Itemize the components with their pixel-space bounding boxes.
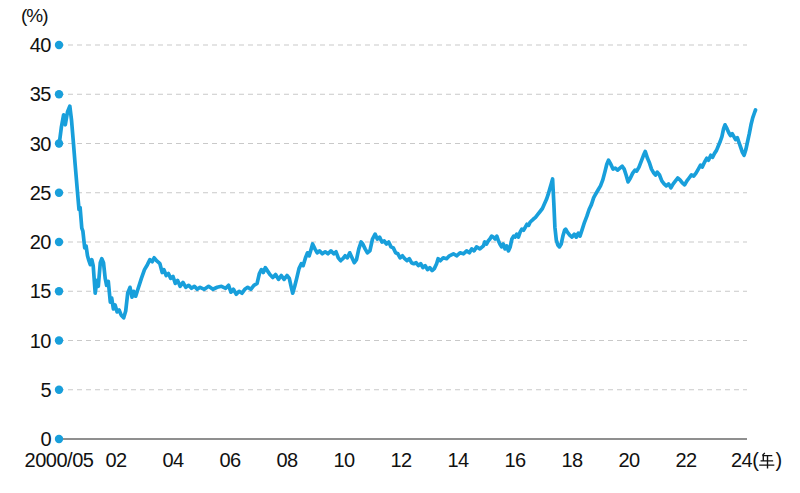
y-tick-dot	[55, 336, 63, 344]
y-tick-dot	[55, 287, 63, 295]
y-tick-label: 40	[0, 33, 51, 57]
data-line	[59, 106, 756, 318]
y-tick-dot	[55, 238, 63, 246]
x-tick-label: 08	[276, 449, 297, 472]
y-tick-label: 5	[0, 378, 51, 402]
line-chart: (%) 0 5 10 15 20 25 30 35 40 2000/05 02 04 06 08 10 12 1…	[0, 0, 800, 493]
year-kanji-glyph	[758, 452, 775, 469]
y-tick-label: 35	[0, 82, 51, 106]
y-tick-label: 10	[0, 329, 51, 353]
x-tick-label: 06	[219, 449, 240, 472]
x-tick-label: 14	[447, 449, 468, 472]
y-tick-label: 0	[0, 427, 51, 451]
x-tick-label: 22	[675, 449, 696, 472]
x-tick-label: 04	[162, 449, 183, 472]
x-tick-label: 02	[105, 449, 126, 472]
y-tick-dot	[55, 90, 63, 98]
y-tick-label: 15	[0, 279, 51, 303]
x-tick-label: 24()	[731, 449, 782, 472]
y-axis-unit-label: (%)	[21, 5, 48, 27]
y-tick-dot	[55, 189, 63, 197]
y-tick-label: 30	[0, 132, 51, 156]
y-tick-label: 25	[0, 181, 51, 205]
x-tick-label: 16	[504, 449, 525, 472]
y-tick-label: 20	[0, 230, 51, 254]
x-tick-label: 18	[561, 449, 582, 472]
x-tick-label: 10	[333, 449, 354, 472]
y-tick-dot	[55, 41, 63, 49]
y-tick-dot	[55, 435, 63, 443]
y-tick-dot	[55, 386, 63, 394]
plot-area	[0, 0, 800, 493]
x-tick-label: 20	[618, 449, 639, 472]
x-tick-label: 12	[390, 449, 411, 472]
x-tick-label: 2000/05	[25, 449, 94, 472]
